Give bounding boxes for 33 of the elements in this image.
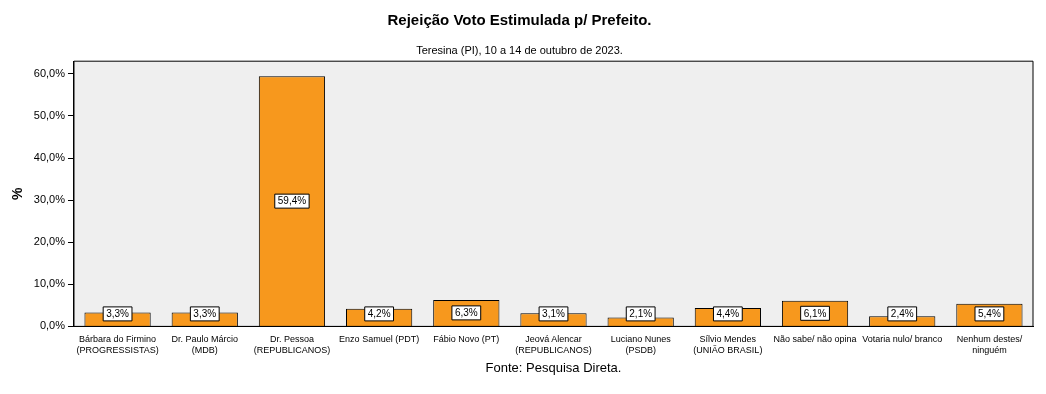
x-tick-label: Não sabe/ não opina xyxy=(773,334,857,345)
y-tick-label: 0,0% xyxy=(39,319,66,332)
y-tick-label: 10,0% xyxy=(33,277,66,290)
x-tick-label: Jeová Alencar (REPUBLICANOS) xyxy=(515,334,592,356)
y-tick-label: 30,0% xyxy=(33,193,66,206)
y-tick-label: 40,0% xyxy=(33,151,66,164)
data-label: 5,4% xyxy=(978,308,1001,320)
data-label: 4,2% xyxy=(367,308,391,320)
data-label: 3,1% xyxy=(542,308,565,320)
x-tick-label: Votaria nulo/ branco xyxy=(862,334,943,345)
y-tick-label: 50,0% xyxy=(33,108,66,121)
data-label: 3,3% xyxy=(106,308,130,320)
data-label: 4,4% xyxy=(716,308,740,320)
x-tick-label: Dr. Paulo Márcio (MDB) xyxy=(171,334,239,356)
y-axis-title: % xyxy=(9,187,26,201)
x-tick-label: Nenhum destes/ ninguém xyxy=(956,334,1023,356)
y-tick-label: 20,0% xyxy=(33,235,66,248)
x-tick-label: Sílvio Mendes (UNIÃO BRASIL) xyxy=(693,334,763,356)
x-tick-label: Bárbara do Firmino (PROGRESSISTAS) xyxy=(76,334,159,356)
chart-subtitle: Teresina (PI), 10 a 14 de outubro de 2023. xyxy=(416,43,623,56)
x-tick-label: Fábio Novo (PT) xyxy=(433,334,500,345)
data-label: 3,3% xyxy=(193,308,217,320)
data-label: 6,3% xyxy=(454,307,478,319)
x-tick-label: Enzo Samuel (PDT) xyxy=(339,334,420,345)
x-tick-label: Luciano Nunes (PSDB) xyxy=(610,334,672,356)
data-label: 6,1% xyxy=(803,307,827,319)
source-note: Fonte: Pesquisa Direta. xyxy=(485,360,622,375)
data-label: 2,1% xyxy=(629,308,653,320)
y-tick-label: 60,0% xyxy=(33,66,66,79)
data-label: 2,4% xyxy=(890,308,914,320)
x-tick-label: Dr. Pessoa (REPUBLICANOS) xyxy=(253,334,331,356)
chart-title: Rejeição Voto Estimulada p/ Prefeito. xyxy=(387,11,652,29)
data-label: 59,4% xyxy=(277,195,307,207)
